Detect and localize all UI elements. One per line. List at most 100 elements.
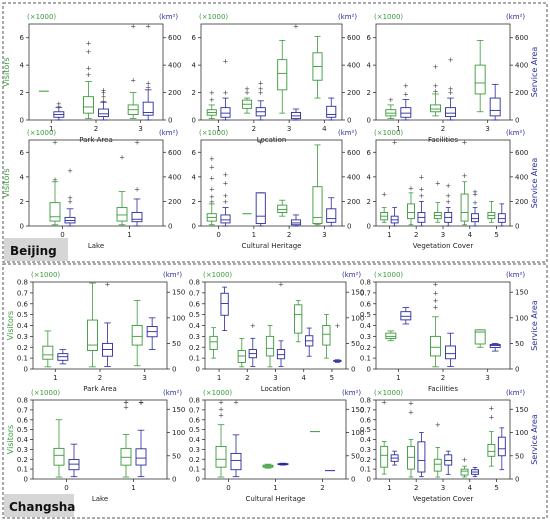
- left-tick-label: 0: [24, 476, 28, 484]
- x-tick-label: 2: [414, 484, 418, 492]
- x-tick-label: 2: [252, 125, 256, 133]
- left-tick-label: 0.5: [189, 426, 200, 434]
- left-tick-label: 0: [20, 117, 24, 125]
- x-tick-label: 5: [494, 484, 498, 492]
- service-area-outlier: +: [278, 281, 284, 289]
- service-area-box-1: [135, 448, 147, 466]
- left-tick-label: 0: [196, 366, 200, 374]
- visitors-box-1: [42, 345, 54, 360]
- area-unit-label: (km²): [506, 389, 525, 397]
- left-tick-label: 6: [367, 34, 372, 42]
- visitors-box-2: [430, 335, 441, 357]
- plot-frame: [32, 399, 168, 480]
- x-tick-label: 1: [252, 231, 256, 239]
- x-tick-label: 3: [441, 484, 445, 492]
- visitors-outlier: +: [123, 403, 129, 411]
- visitors-axis-title: Visitors: [2, 168, 11, 197]
- visitors-outlier: +: [244, 85, 250, 93]
- visitors-outlier: +: [433, 281, 439, 289]
- service-area-outlier: +: [233, 399, 239, 407]
- service-area-outlier: +: [472, 191, 478, 199]
- service-area-outlier: +: [145, 23, 151, 31]
- right-tick-label: 0: [172, 476, 176, 484]
- visitors-outlier: +: [218, 411, 224, 419]
- right-tick-label: 600: [168, 149, 181, 157]
- right-tick-label: 0: [168, 223, 172, 231]
- service-area-box-0: [230, 452, 242, 471]
- service-area-box-1: [255, 192, 266, 224]
- panel-10: 0 0.1 0.2 0.3 0.4 0.5 0.6 0.70.8 0 50 100 150 0 1 Lake…: [6, 389, 185, 503]
- service-area-outlier: +: [223, 58, 229, 66]
- changsha-region-frame: [2, 263, 548, 519]
- left-tick-label: 0.8: [360, 397, 371, 405]
- left-tick-label: 0.3: [17, 333, 28, 341]
- area-unit-label: (km²): [159, 129, 178, 137]
- visitors-outlier: +: [86, 71, 92, 79]
- visitors-unit-label: (×1000): [27, 13, 56, 21]
- service-area-outlier: +: [250, 322, 256, 330]
- beijing-label-bg: [4, 238, 68, 261]
- x-tick-label: 1: [273, 484, 277, 492]
- left-tick-label: 0.1: [17, 466, 28, 474]
- x-tick-label: 3: [441, 231, 445, 239]
- visitors-outlier: +: [209, 175, 215, 183]
- left-tick-label: 6: [192, 34, 197, 42]
- right-tick-label: 0: [172, 366, 176, 374]
- service-area-outlier: +: [258, 79, 264, 87]
- left-tick-label: 0.7: [360, 289, 371, 297]
- service-area-box-2: [445, 107, 456, 118]
- visitors-box-1: [385, 332, 397, 339]
- service-area-box-5: [497, 436, 506, 457]
- x-tick-label: 1: [131, 484, 135, 492]
- beijing-label: Beijing: [10, 244, 57, 258]
- panel-6: 0 2 4 6 0 200 400 600 1 2 3 4 5 Vegetation Cover (×100…: [367, 129, 539, 250]
- left-tick-label: 0: [192, 117, 196, 125]
- right-tick-label: 100: [351, 314, 364, 322]
- area-unit-label: (km²): [159, 13, 178, 21]
- visitors-box-1: [380, 445, 389, 468]
- left-tick-label: 0.6: [360, 300, 372, 308]
- x-axis-title: Park Area: [83, 385, 116, 393]
- service-area-box-0: [68, 459, 80, 471]
- visitors-outlier: +: [462, 139, 468, 147]
- right-tick-label: 0: [347, 117, 351, 125]
- x-tick-label: 1: [217, 374, 221, 382]
- right-tick-label: 0: [347, 223, 351, 231]
- panel-12: 0 0.1 0.2 0.3 0.4 0.5 0.6 0.70.8 0 50 100 150 1 2 3 4 5 V…: [360, 389, 539, 503]
- right-tick-label: 200: [515, 198, 528, 206]
- service-area-outlier: +: [293, 23, 299, 31]
- x-tick-label: 3: [485, 374, 489, 382]
- area-unit-label: (km²): [506, 129, 525, 137]
- area-unit-label: (km²): [342, 389, 361, 397]
- changsha-label-bg: [4, 494, 74, 517]
- left-tick-label: 6: [367, 149, 372, 157]
- left-tick-label: 0.2: [189, 344, 200, 352]
- service-area-outlier: +: [67, 194, 73, 202]
- left-tick-label: 4: [367, 173, 372, 181]
- visitors-unit-label: (×1000): [27, 129, 56, 137]
- visitors-outlier: +: [209, 198, 215, 206]
- area-unit-label: (km²): [338, 13, 357, 21]
- plot-frame: [28, 139, 164, 227]
- panel-7: 0 0.1 0.2 0.3 0.4 0.5 0.6 0.7 0.8 0 50 100 150 1 2 3 Par…: [6, 271, 185, 393]
- visitors-outlier: +: [433, 63, 439, 71]
- left-tick-label: 4: [192, 62, 197, 70]
- visitors-outlier: +: [435, 421, 441, 429]
- service-area-outlier: +: [67, 198, 73, 206]
- service-area-box-2: [417, 441, 426, 473]
- left-tick-label: 0.5: [189, 311, 200, 319]
- x-tick-label: 2: [414, 231, 418, 239]
- right-tick-label: 600: [515, 34, 528, 42]
- visitors-unit-label: (×1000): [199, 13, 228, 21]
- x-tick-label: 2: [98, 374, 102, 382]
- x-tick-label: 5: [330, 374, 334, 382]
- area-unit-label: (km²): [342, 271, 361, 279]
- service-area-outlier: +: [392, 139, 398, 147]
- right-tick-label: 0: [351, 476, 355, 484]
- area-unit-label: (km²): [506, 13, 525, 21]
- service-area-box-1: [220, 292, 229, 316]
- x-axis-title: Cultural Heritage: [246, 495, 306, 503]
- visitors-box-2: [83, 96, 94, 114]
- plot-frame: [375, 139, 511, 227]
- service-area-box-1: [220, 107, 231, 118]
